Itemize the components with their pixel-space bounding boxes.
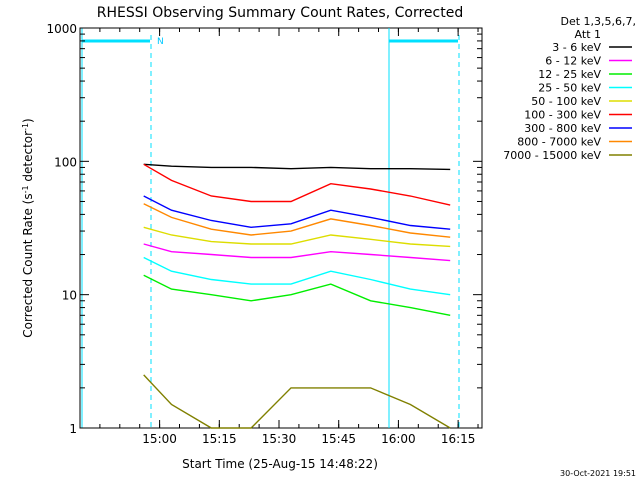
legend-entry-label: 7000 - 15000 keV: [503, 149, 601, 162]
y-axis-label-main: Corrected Count Rate (s: [21, 193, 35, 337]
legend-entry-label: 12 - 25 keV: [538, 68, 601, 81]
legend-entry-label: 100 - 300 keV: [524, 109, 601, 122]
timestamp: 30-Oct-2021 19:51: [560, 469, 636, 478]
event-marker-label: N: [157, 37, 164, 47]
x-tick-label: 16:00: [381, 432, 416, 446]
x-tick-label: 15:45: [321, 432, 356, 446]
legend-entry-label: 25 - 50 keV: [538, 82, 601, 95]
series-line: [143, 226, 451, 248]
x-tick-label: 15:15: [202, 432, 237, 446]
series-line: [143, 374, 451, 429]
y-axis-label-sup2: -1: [21, 123, 30, 131]
series-line: [143, 163, 451, 171]
y-axis-label: Corrected Count Rate (s-1 detector-1): [21, 118, 36, 337]
series-line: [143, 195, 451, 230]
x-tick-label: 15:30: [262, 432, 297, 446]
y-axis-label-sup1: -1: [21, 185, 30, 193]
y-tick-label: 100: [54, 155, 77, 169]
chart-title: RHESSI Observing Summary Count Rates, Co…: [97, 5, 463, 21]
plot-frame: [79, 27, 483, 429]
legend-header-1: Det 1,3,5,6,7,: [560, 15, 636, 28]
axes: 15:00 15:15 15:30 15:45 16:00 16:15 1 10 100 1000: [46, 22, 482, 446]
y-tick-label: 1000: [46, 22, 77, 36]
series-layer: [143, 163, 451, 429]
y-tick-label: 1: [69, 422, 77, 436]
legend-entry-label: 50 - 100 keV: [531, 95, 601, 108]
x-axis-label: Start Time (25-Aug-15 14:48:22): [182, 457, 378, 471]
y-axis-label-end: ): [21, 118, 35, 123]
legend-entry-label: 300 - 800 keV: [524, 122, 601, 135]
event-markers: N: [81, 28, 460, 428]
y-tick-label: 10: [62, 289, 77, 303]
legend-entry-label: 3 - 6 keV: [552, 41, 601, 54]
legend-entry-label: 6 - 12 keV: [545, 55, 601, 68]
y-axis-label-mid: detector: [21, 131, 35, 186]
legend-entry-label: 800 - 7000 keV: [517, 136, 601, 149]
legend-header-2: Att 1: [575, 28, 601, 41]
series-line: [143, 163, 451, 206]
x-tick-label: 15:00: [142, 432, 177, 446]
series-line: [143, 203, 451, 238]
series-line: [143, 274, 451, 316]
series-line: [143, 243, 451, 262]
x-tick-label: 16:15: [441, 432, 476, 446]
series-line: [143, 256, 451, 296]
